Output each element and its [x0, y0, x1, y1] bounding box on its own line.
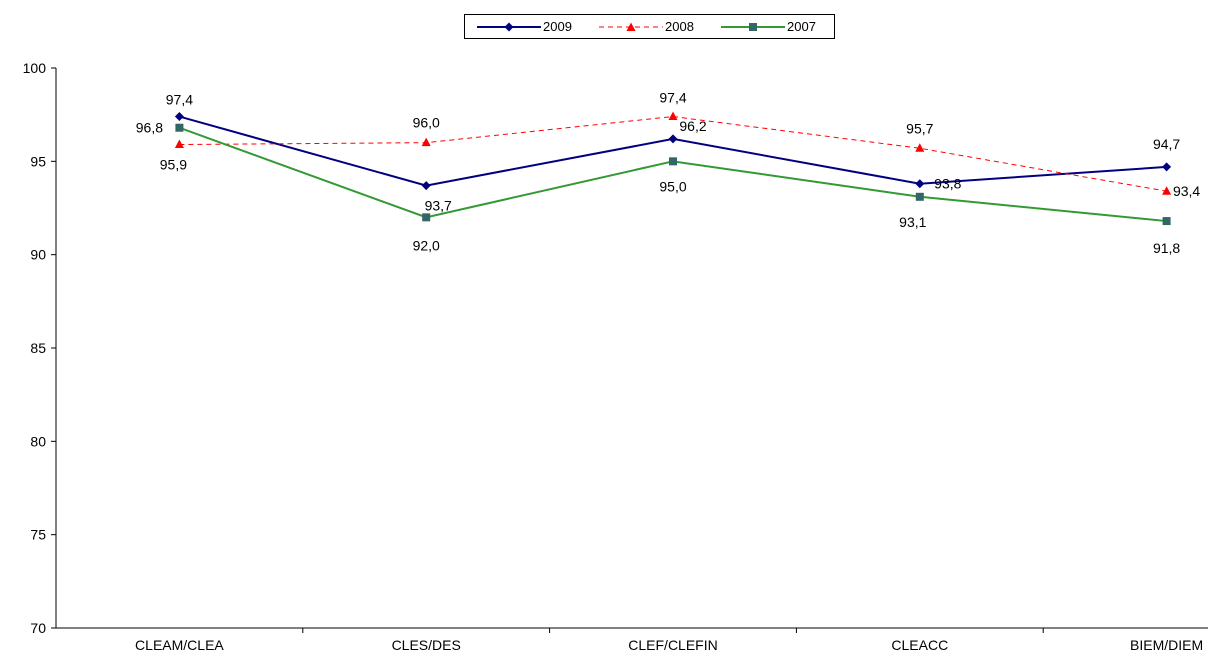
- legend-item-2008: 2008: [599, 15, 694, 38]
- legend-item-2007: 2007: [721, 15, 816, 38]
- legend-swatch-2008: [599, 21, 663, 33]
- y-tick-label-70: 70: [30, 620, 46, 636]
- chart-legend: 2009 2008 2007: [464, 14, 835, 39]
- legend-label-2009: 2009: [543, 19, 572, 34]
- marker-2007-cleam-clea: [175, 124, 183, 132]
- x-tick-label-cles-des: CLES/DES: [392, 637, 461, 653]
- marker-2009-cleacc: [915, 179, 924, 188]
- marker-2009-biem-diem: [1162, 162, 1171, 171]
- y-tick-label-80: 80: [30, 433, 46, 449]
- data-label-2009-cleam-clea: 97,4: [166, 92, 193, 108]
- data-label-2007-cleam-clea: 96,8: [136, 120, 163, 136]
- data-label-2008-cles-des: 96,0: [413, 115, 440, 131]
- marker-2007-cles-des: [422, 213, 430, 221]
- marker-2009-cleam-clea: [175, 112, 184, 121]
- series-line-2009: [179, 117, 1166, 186]
- data-label-2009-biem-diem: 94,7: [1153, 136, 1180, 152]
- x-tick-label-clef-clefin: CLEF/CLEFIN: [628, 637, 717, 653]
- legend-label-2008: 2008: [665, 19, 694, 34]
- marker-2009-cles-des: [422, 181, 431, 190]
- marker-2007-cleacc: [916, 193, 924, 201]
- x-tick-label-cleam-clea: CLEAM/CLEA: [135, 637, 224, 653]
- marker-2007-clef-clefin: [669, 157, 677, 165]
- y-tick-label-85: 85: [30, 340, 46, 356]
- marker-2009-clef-clefin: [669, 134, 678, 143]
- legend-swatch-2007: [721, 21, 785, 33]
- x-tick-label-cleacc: CLEACC: [891, 637, 948, 653]
- marker-2007-biem-diem: [1163, 217, 1171, 225]
- legend-label-2007: 2007: [787, 19, 816, 34]
- marker-2008-clef-clefin: [669, 112, 678, 121]
- data-label-2009-cleacc: 93,8: [934, 176, 961, 192]
- data-label-2008-clef-clefin: 97,4: [659, 90, 686, 106]
- data-label-2007-cleacc: 93,1: [899, 214, 926, 230]
- marker-2008-cleam-clea: [175, 140, 184, 149]
- data-label-2008-biem-diem: 93,4: [1173, 183, 1200, 199]
- data-label-2007-cles-des: 92,0: [413, 237, 440, 253]
- data-label-2009-cles-des: 93,7: [425, 198, 452, 214]
- y-tick-label-95: 95: [30, 153, 46, 169]
- y-tick-label-90: 90: [30, 247, 46, 263]
- data-label-2008-cleam-clea: 95,9: [160, 157, 187, 173]
- legend-swatch-2009: [477, 21, 541, 33]
- legend-item-2009: 2009: [477, 15, 572, 38]
- marker-2008-cles-des: [422, 138, 431, 147]
- x-tick-label-biem-diem: BIEM/DIEM: [1130, 637, 1203, 653]
- data-label-2008-cleacc: 95,7: [906, 120, 933, 136]
- y-tick-label-100: 100: [23, 60, 47, 76]
- data-label-2007-biem-diem: 91,8: [1153, 240, 1180, 256]
- data-label-2007-clef-clefin: 95,0: [659, 178, 686, 194]
- y-tick-label-75: 75: [30, 527, 46, 543]
